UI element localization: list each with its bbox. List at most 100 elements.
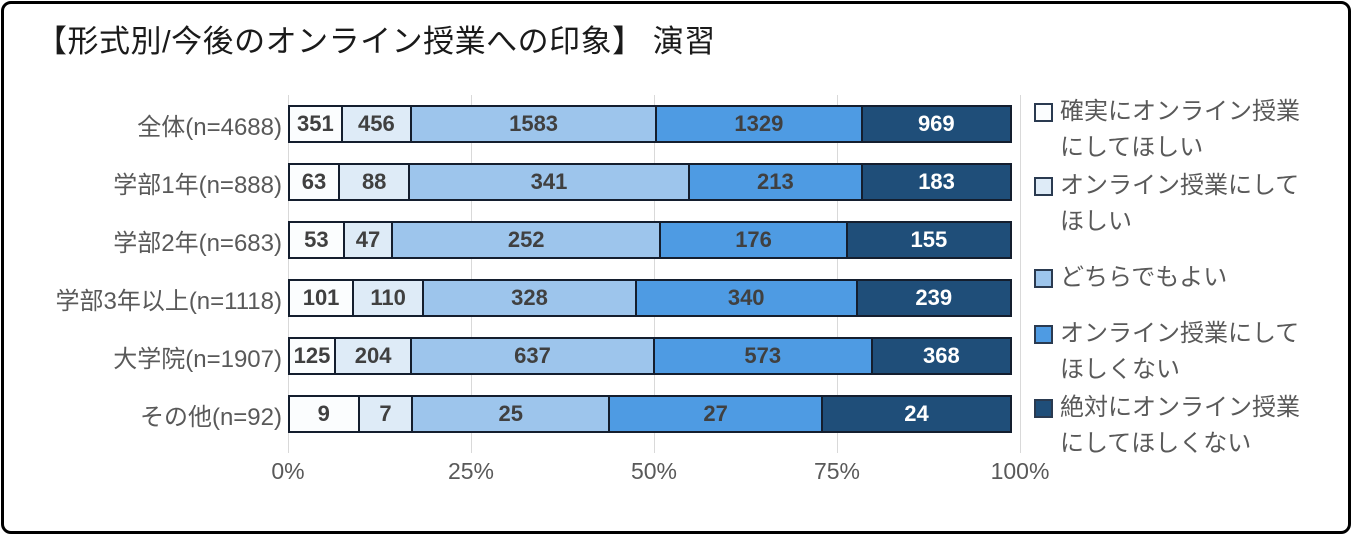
bar-segment: 101 (288, 279, 355, 317)
x-axis-tick-label: 100% (990, 458, 1050, 484)
legend-item-label: 絶対にオンライン授業にしてほしくない (1060, 394, 1300, 457)
bar-segment-label: 7 (379, 401, 392, 426)
bar-segment-label: 341 (530, 169, 568, 194)
bar-segment: 25 (411, 395, 611, 433)
bar-segment: 340 (634, 279, 858, 317)
bar-segment-label: 204 (354, 343, 392, 368)
bar-segment: 88 (337, 163, 411, 201)
bar-segment: 63 (288, 163, 340, 201)
bar-segment-label: 24 (904, 401, 929, 426)
bar-rows: 351 456 1583 1329 969 63 88 341 213 183 53 47 252 176… (288, 95, 1020, 443)
bar-segment: 213 (687, 163, 864, 201)
legend-swatch-icon (1034, 177, 1053, 196)
bar-row: 101 110 328 340 239 (288, 269, 1020, 327)
legend-item-label: オンライン授業にしてほしくない (1060, 320, 1300, 383)
category-label: 学部3年以上(n=1118) (55, 287, 282, 315)
bar-segment: 24 (821, 395, 1012, 433)
bar-track: 53 47 252 176 155 (288, 221, 1020, 259)
bar-segment: 573 (652, 337, 873, 375)
legend: 確実にオンライン授業にしてほしい オンライン授業にしてほしいどちらでもよいオンライ… (1034, 93, 1342, 463)
bar-segment-label: 183 (918, 169, 955, 194)
bar-segment-label: 213 (756, 169, 794, 194)
bar-track: 101 110 328 340 239 (288, 279, 1020, 317)
bar-segment-label: 969 (917, 111, 955, 136)
legend-entry: 絶対にオンライン授業にしてほしくない (1034, 390, 1322, 462)
bar-row: 63 88 341 213 183 (288, 153, 1020, 211)
bar-row: 53 47 252 176 155 (288, 211, 1020, 269)
bar-track: 63 88 341 213 183 (288, 163, 1020, 201)
gridline (471, 95, 472, 453)
bar-segment: 1329 (655, 105, 863, 143)
bar-segment: 125 (288, 337, 336, 375)
x-axis: 0% 25% 50% 75% 100% (271, 458, 1049, 492)
bar-segment: 7 (357, 395, 414, 433)
bar-track: 9 7 25 27 24 (288, 395, 1020, 433)
bar-segment-label: 573 (744, 343, 782, 368)
gridline (654, 95, 655, 453)
bar-segment: 969 (860, 105, 1012, 143)
bar-segment-label: 101 (302, 285, 340, 310)
bar-row: 9 7 25 27 24 (288, 385, 1020, 443)
x-axis-tick-label: 0% (271, 458, 305, 484)
category-label: 学部2年(n=683) (113, 229, 282, 257)
bar-segment-label: 351 (297, 111, 334, 136)
bar-segment: 456 (340, 105, 412, 143)
bar-segment: 1583 (409, 105, 658, 143)
bar-segment-label: 328 (511, 285, 548, 310)
bar-segment: 368 (870, 337, 1012, 375)
bar-segment: 110 (352, 279, 425, 317)
legend-entry: オンライン授業にしてほしくない (1034, 316, 1322, 388)
x-axis-tick-label: 50% (630, 458, 678, 484)
legend-swatch-icon (1034, 399, 1053, 418)
bar-segment-label: 637 (514, 343, 551, 368)
bar-segment-label: 63 (301, 169, 327, 194)
bar-row: 125 204 637 573 368 (288, 327, 1020, 385)
bar-track: 125 204 637 573 368 (288, 337, 1020, 375)
plot-area: 351 456 1583 1329 969 63 88 341 213 183 53 47 252 176… (288, 95, 1021, 453)
category-label: その他(n=92) (139, 403, 282, 431)
bar-segment: 176 (659, 221, 848, 259)
bar-segment: 27 (608, 395, 823, 433)
category-label: 大学院(n=1907) (113, 345, 282, 373)
legend-swatch-icon (1034, 325, 1053, 344)
bar-segment-label: 340 (727, 285, 765, 310)
bar-segment: 53 (288, 221, 345, 259)
gridline (1020, 95, 1021, 453)
legend-entry: 確実にオンライン授業にしてほしい (1034, 94, 1322, 166)
bar-segment-label: 176 (735, 227, 772, 252)
bar-segment: 252 (391, 221, 662, 259)
bar-segment-label: 53 (304, 227, 329, 252)
bar-segment: 351 (288, 105, 343, 143)
legend-item-label: 確実にオンライン授業にしてほしい (1060, 98, 1300, 161)
x-axis-tick-label: 25% (447, 458, 495, 484)
legend-swatch-icon (1034, 269, 1053, 288)
bar-segment-label: 47 (355, 227, 381, 252)
gridline (837, 95, 838, 453)
bar-segment-label: 110 (370, 285, 406, 310)
bar-segment: 239 (855, 279, 1012, 317)
legend-swatch-icon (1034, 103, 1053, 122)
legend-item-label: オンライン授業にしてほしい (1060, 172, 1300, 235)
bar-segment: 155 (845, 221, 1012, 259)
bar-track: 351 456 1583 1329 969 (288, 105, 1020, 143)
bar-segment-label: 88 (361, 169, 387, 194)
gridline (288, 95, 289, 453)
bar-segment-label: 125 (293, 343, 331, 368)
legend-item: オンライン授業にしてほしくない (1034, 315, 1342, 389)
bar-segment-label: 368 (922, 343, 960, 368)
legend-entry: どちらでもよい (1034, 260, 1322, 296)
legend-item-label: どちらでもよい (1060, 264, 1228, 291)
bar-segment: 9 (288, 395, 360, 433)
bar-segment-label: 456 (358, 111, 395, 136)
bar-segment-label: 27 (703, 401, 728, 426)
bar-segment: 637 (410, 337, 655, 375)
legend-item: オンライン授業にしてほしい (1034, 167, 1342, 241)
legend-item: 絶対にオンライン授業にしてほしくない (1034, 389, 1342, 463)
category-labels: 全体(n=4688) 学部1年(n=888) 学部2年(n=683) 学部3年以上(n… (12, 95, 282, 443)
bar-segment-label: 9 (317, 401, 330, 426)
legend-entry: オンライン授業にしてほしい (1034, 168, 1322, 240)
bar-segment-label: 155 (910, 227, 948, 252)
bar-segment-label: 252 (507, 227, 545, 252)
category-label: 全体(n=4688) (137, 113, 282, 141)
